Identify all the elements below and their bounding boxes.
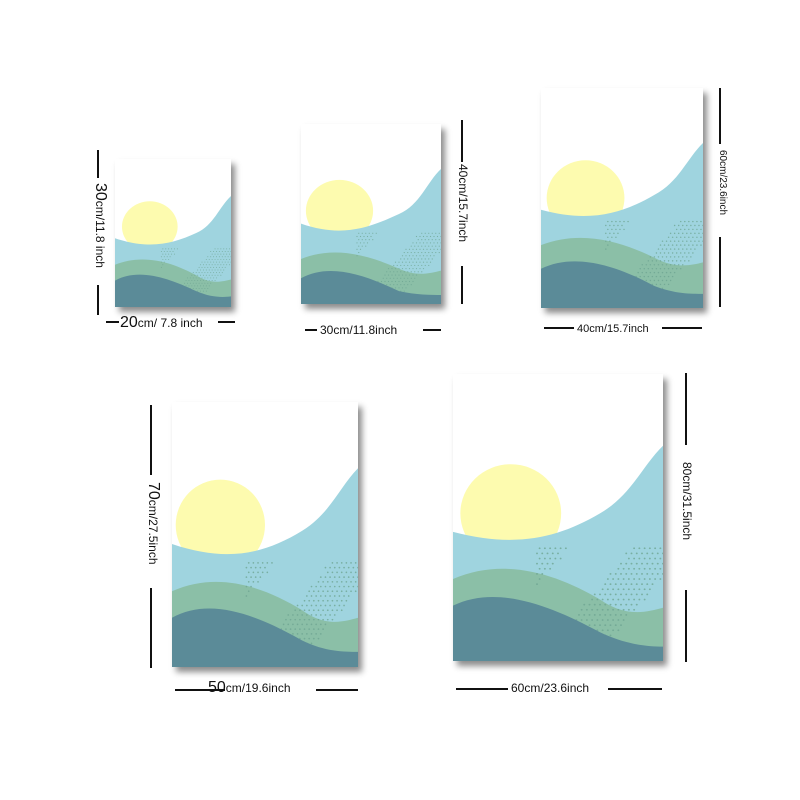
poster-40x60 xyxy=(541,88,703,308)
width-dimension-line xyxy=(608,688,662,690)
height-dimension-line xyxy=(719,88,721,144)
height-dimension-line xyxy=(150,405,152,475)
width-label-50x70: 50cm/19.6inch xyxy=(208,679,291,696)
poster-30x40 xyxy=(301,124,441,304)
height-dimension-line xyxy=(685,590,687,662)
poster-60x80 xyxy=(453,374,663,661)
height-dimension-line xyxy=(97,285,99,315)
landscape-artwork xyxy=(172,402,358,667)
width-dimension-line xyxy=(423,329,441,331)
width-label-40x60: 40cm/15.7inch xyxy=(577,323,649,335)
height-dimension-line xyxy=(150,588,152,668)
width-dimension-line xyxy=(662,327,702,329)
width-dimension-line xyxy=(106,321,119,323)
height-dimension-line xyxy=(461,120,463,162)
width-dimension-line xyxy=(316,689,358,691)
height-label-40x60: 60cm/23.6inch xyxy=(717,150,728,216)
width-dimension-line xyxy=(544,327,574,329)
landscape-artwork xyxy=(541,88,703,308)
height-label-40x60-col2: 40cm/15.7inch xyxy=(456,164,470,243)
height-label-60x80: 80cm/31.5inch xyxy=(680,462,694,541)
poster-50x70 xyxy=(172,402,358,667)
width-label-30x40: 30cm/11.8inch xyxy=(320,323,398,337)
height-dimension-line xyxy=(461,266,463,304)
height-dimension-line xyxy=(97,150,99,178)
landscape-artwork xyxy=(453,374,663,661)
height-dimension-line xyxy=(685,373,687,445)
height-label-20x30: 30cm/11.8 inch xyxy=(92,183,109,268)
height-dimension-line xyxy=(719,237,721,307)
width-dimension-line xyxy=(305,329,317,331)
landscape-artwork xyxy=(301,124,441,304)
width-dimension-line xyxy=(456,688,508,690)
width-dimension-line xyxy=(218,321,235,323)
width-label-60x80: 60cm/23.6inch xyxy=(511,681,590,695)
width-dimension-line xyxy=(175,689,225,691)
width-label-20x30: 20cm/ 7.8 inch xyxy=(120,314,203,331)
landscape-artwork xyxy=(115,159,231,307)
poster-20x30 xyxy=(115,159,231,307)
height-label-50x70: 70cm/27.5inch xyxy=(145,482,162,565)
